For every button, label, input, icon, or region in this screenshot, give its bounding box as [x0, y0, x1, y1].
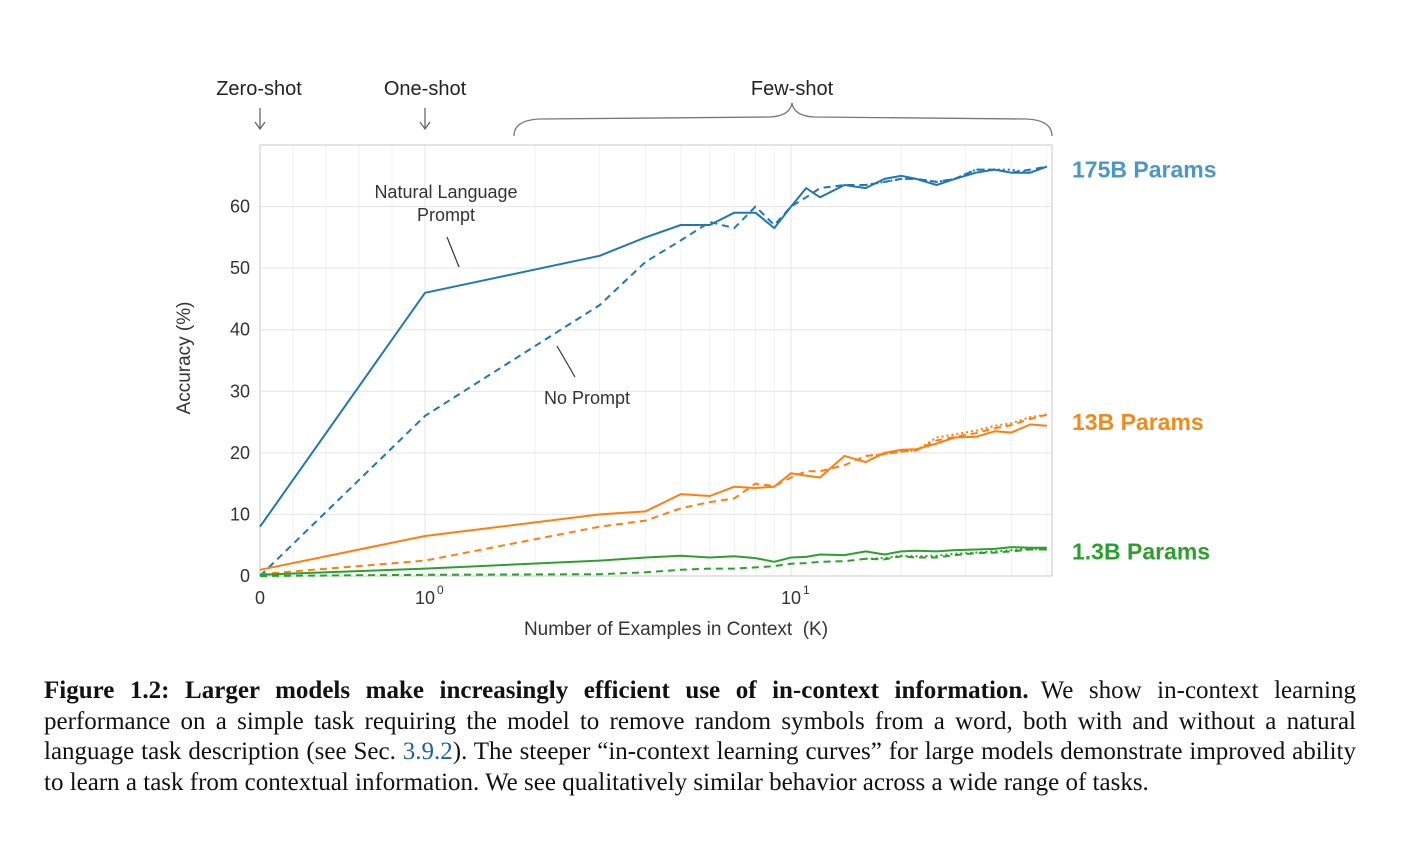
y-tick-label: 30	[230, 381, 250, 401]
y-tick-label: 20	[230, 443, 250, 463]
x-tick-label: 10	[781, 588, 801, 608]
x-tick-exponent: 1	[803, 583, 810, 597]
series-line-dotted	[865, 165, 1048, 186]
one-shot-label: One-shot	[384, 78, 467, 100]
series	[259, 165, 1048, 577]
caption-text-end: ). The steeper “in-context learning curv…	[44, 738, 1357, 796]
plot-frame	[259, 144, 1053, 577]
series-line-dotted	[865, 413, 1047, 457]
x-axis-label: Number of Examples in Context (K)	[524, 619, 828, 640]
few-shot-brace	[513, 102, 1053, 137]
y-tick-label: 50	[230, 258, 250, 278]
no-prompt-annotation-pointer	[556, 345, 576, 378]
prompt-annotation-pointer	[446, 236, 460, 268]
figure-caption: Figure 1.2: Larger models make increasin…	[44, 676, 1356, 798]
y-tick-label: 40	[230, 320, 250, 340]
y-tick-label: 60	[230, 197, 250, 217]
caption-text: We show in-context learning performance …	[44, 677, 1356, 765]
series-line-solid	[259, 165, 1048, 528]
series-line-solid	[259, 423, 1047, 571]
y-ticks: 0 10 20 30 40 50 60	[230, 197, 250, 586]
model-size-label: 1.3B Params	[1072, 538, 1210, 564]
series-line-dashed	[259, 413, 1048, 576]
grid	[259, 145, 1052, 577]
x-ticks: 0 10 0 10 1	[255, 583, 810, 608]
model-size-labels: 175B Params 13B Params 1.3B Params	[1072, 157, 1217, 565]
x-tick-label: 10	[415, 588, 435, 608]
series-line-dotted	[865, 547, 1047, 560]
x-tick-label: 0	[255, 588, 265, 608]
prompt-annotation-line2: Prompt	[417, 205, 475, 225]
series-line-solid	[259, 546, 1047, 576]
section-reference-link[interactable]: 3.9.2	[402, 738, 453, 765]
prompt-annotation-line1: Natural Language	[374, 182, 517, 202]
x-tick-exponent: 0	[437, 583, 444, 597]
model-size-label: 175B Params	[1072, 157, 1217, 183]
model-size-label: 13B Params	[1072, 409, 1204, 435]
no-prompt-annotation: No Prompt	[544, 388, 630, 408]
down-arrow-icon	[419, 108, 431, 131]
zero-shot-label: Zero-shot	[216, 78, 302, 100]
caption-lead: Figure 1.2: Larger models make increasin…	[44, 677, 1029, 704]
y-tick-label: 0	[240, 566, 250, 586]
down-arrow-icon	[254, 108, 266, 131]
few-shot-label: Few-shot	[751, 78, 834, 100]
y-axis-label: Accuracy (%)	[174, 302, 195, 415]
figure: 0 10 20 30 40 50 60 0 10 0 10 1 Number of Examples…	[174, 78, 1217, 640]
series-line-dashed	[259, 548, 1047, 577]
y-tick-label: 10	[230, 504, 250, 524]
